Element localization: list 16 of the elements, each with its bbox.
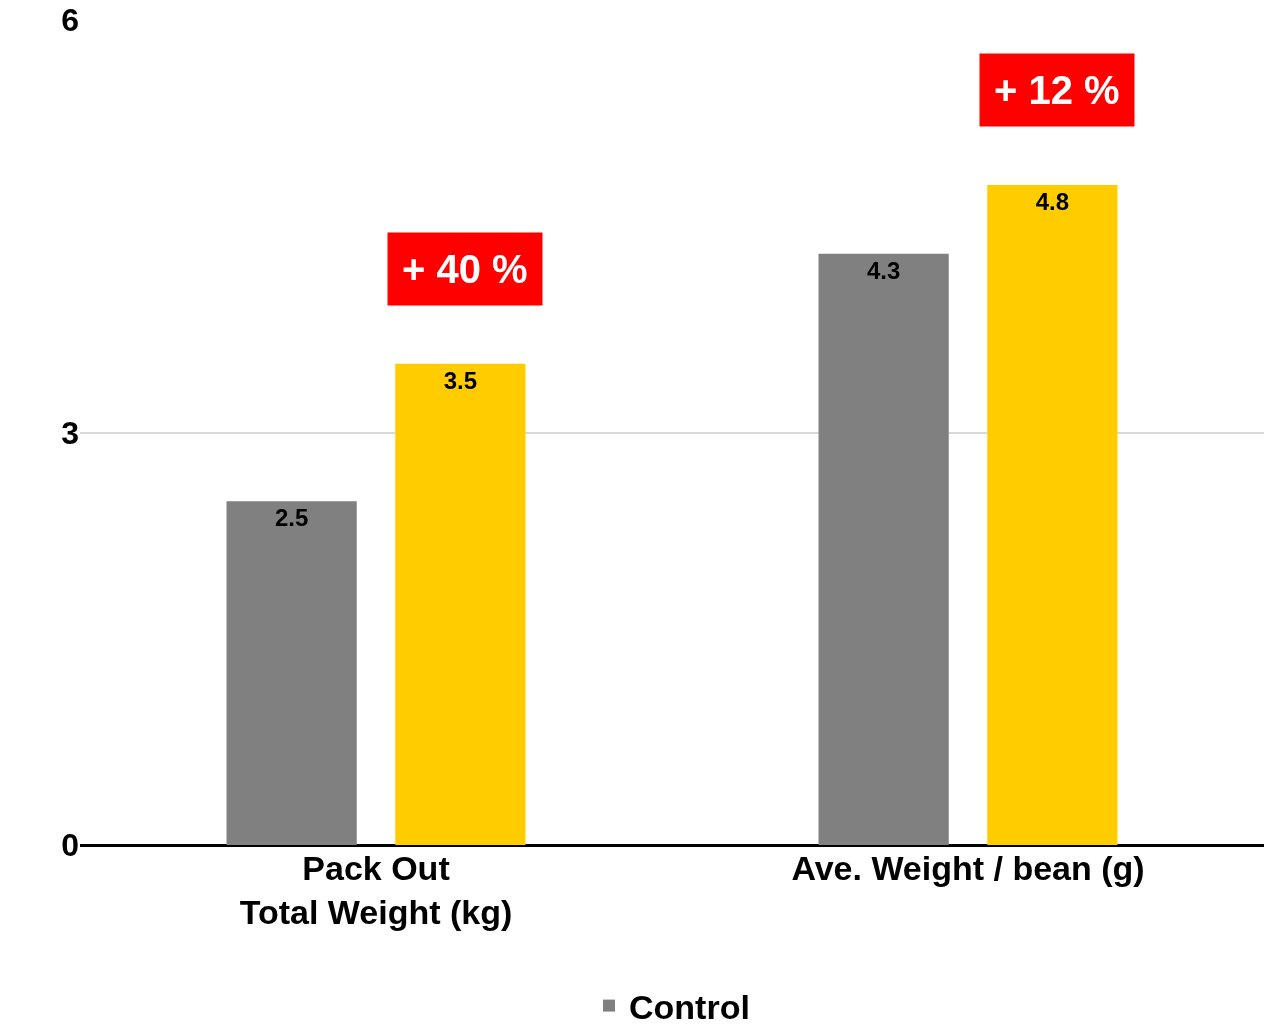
annotation: + 40 % xyxy=(402,247,528,291)
x-tick-label: Ave. Weight / bean (g) xyxy=(791,849,1145,887)
data-label: 2.5 xyxy=(274,504,309,532)
bar xyxy=(395,363,526,845)
bar xyxy=(226,501,357,845)
x-tick-label: Pack Out Total Weight (kg) xyxy=(239,849,513,932)
data-label: 4.8 xyxy=(1035,188,1070,215)
data-label: 4.3 xyxy=(866,256,901,284)
y-tick-label: 3 xyxy=(61,414,79,451)
y-tick-label: 6 xyxy=(61,2,79,39)
annotation: + 12 % xyxy=(994,68,1120,112)
legend-label: Control xyxy=(629,987,750,1026)
data-label: 3.5 xyxy=(443,366,478,394)
bar xyxy=(818,253,949,845)
bar xyxy=(987,185,1118,845)
y-tick-label: 0 xyxy=(61,827,79,864)
